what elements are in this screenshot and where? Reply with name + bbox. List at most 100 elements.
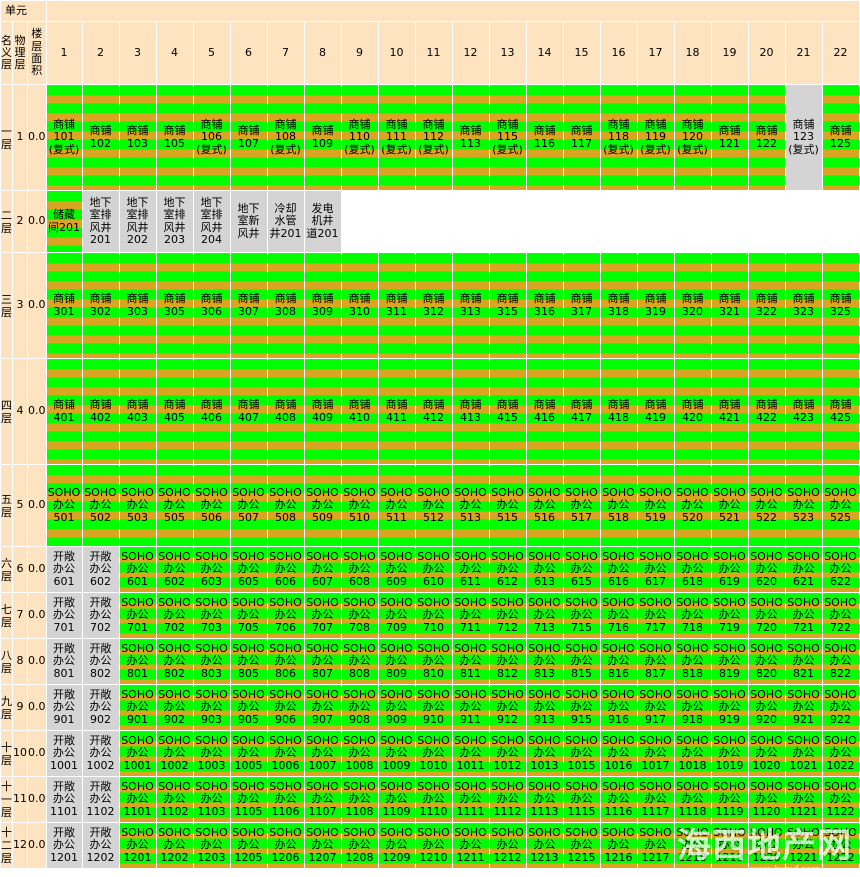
unit-cell[interactable]: 开敞 办公 702 [81,592,120,639]
unit-cell[interactable]: SOHO 办公 1017 [636,730,675,777]
unit-cell[interactable]: 商铺 107 [229,84,268,191]
unit-cell[interactable]: SOHO 办公 518 [599,464,638,547]
unit-cell[interactable]: 商铺 111 (复式) [377,84,416,191]
unit-cell[interactable]: 商铺 308 [266,252,305,359]
unit-cell[interactable]: 商铺 119 (复式) [636,84,675,191]
unit-cell[interactable]: SOHO 办公 1105 [229,776,268,823]
unit-cell[interactable]: SOHO 办公 1111 [451,776,490,823]
unit-cell[interactable]: SOHO 办公 810 [414,638,453,685]
unit-cell[interactable]: SOHO 办公 815 [562,638,601,685]
unit-cell[interactable]: SOHO 办公 819 [710,638,749,685]
unit-cell[interactable]: SOHO 办公 1108 [340,776,379,823]
unit-cell[interactable]: SOHO 办公 1113 [525,776,564,823]
unit-cell[interactable]: SOHO 办公 508 [266,464,305,547]
unit-cell[interactable]: 开敞 办公 701 [45,592,83,639]
unit-cell[interactable]: 商铺 320 [673,252,712,359]
unit-cell[interactable]: SOHO 办公 716 [599,592,638,639]
unit-cell[interactable]: SOHO 办公 911 [451,684,490,731]
unit-cell[interactable]: SOHO 办公 708 [340,592,379,639]
unit-cell[interactable]: SOHO 办公 701 [118,592,157,639]
unit-cell[interactable]: 商铺 317 [562,252,601,359]
unit-cell[interactable]: 商铺 303 [118,252,157,359]
unit-cell[interactable]: 商铺 123 (复式) [784,84,823,191]
unit-cell[interactable]: SOHO 办公 503 [118,464,157,547]
unit-cell[interactable]: 商铺 106 (复式) [192,84,231,191]
unit-cell[interactable]: 商铺 416 [525,358,564,465]
unit-cell[interactable]: SOHO 办公 1001 [118,730,157,777]
unit-cell[interactable]: SOHO 办公 517 [562,464,601,547]
unit-cell[interactable]: SOHO 办公 805 [229,638,268,685]
unit-cell[interactable]: SOHO 办公 901 [118,684,157,731]
unit-cell[interactable]: SOHO 办公 601 [118,546,157,593]
unit-cell[interactable]: SOHO 办公 512 [414,464,453,547]
unit-cell[interactable]: SOHO 办公 1209 [377,822,416,869]
unit-cell[interactable]: SOHO 办公 1221 [784,822,823,869]
unit-cell[interactable]: SOHO 办公 811 [451,638,490,685]
unit-cell[interactable]: SOHO 办公 1122 [821,776,860,823]
unit-cell[interactable]: SOHO 办公 1002 [155,730,194,777]
unit-cell[interactable]: 开敞 办公 602 [81,546,120,593]
unit-cell[interactable]: SOHO 办公 1011 [451,730,490,777]
unit-cell[interactable]: SOHO 办公 802 [155,638,194,685]
unit-cell[interactable]: 开敞 办公 801 [45,638,83,685]
unit-cell[interactable]: SOHO 办公 1009 [377,730,416,777]
unit-cell[interactable]: SOHO 办公 1022 [821,730,860,777]
unit-cell[interactable]: SOHO 办公 1021 [784,730,823,777]
unit-cell[interactable]: SOHO 办公 1018 [673,730,712,777]
unit-cell[interactable]: SOHO 办公 511 [377,464,416,547]
unit-cell[interactable]: 商铺 118 (复式) [599,84,638,191]
unit-cell[interactable]: SOHO 办公 525 [821,464,860,547]
unit-cell[interactable]: SOHO 办公 721 [784,592,823,639]
unit-cell[interactable]: 商铺 325 [821,252,860,359]
unit-cell[interactable]: 商铺 410 [340,358,379,465]
unit-cell[interactable]: 商铺 302 [81,252,120,359]
unit-cell[interactable]: 开敞 办公 1201 [45,822,83,869]
unit-cell[interactable]: SOHO 办公 920 [747,684,786,731]
unit-cell[interactable]: SOHO 办公 709 [377,592,416,639]
unit-cell[interactable]: SOHO 办公 1202 [155,822,194,869]
unit-cell[interactable]: 商铺 309 [303,252,342,359]
unit-cell[interactable]: SOHO 办公 1211 [451,822,490,869]
unit-cell[interactable]: SOHO 办公 618 [673,546,712,593]
unit-cell[interactable]: 发电 机井 道201 [303,190,342,253]
unit-cell[interactable]: 商铺 403 [118,358,157,465]
unit-cell[interactable]: 商铺 310 [340,252,379,359]
unit-cell[interactable]: 商铺 116 [525,84,564,191]
unit-cell[interactable]: SOHO 办公 912 [488,684,527,731]
unit-cell[interactable]: SOHO 办公 509 [303,464,342,547]
unit-cell[interactable]: 冷却 水管 井201 [266,190,305,253]
unit-cell[interactable]: SOHO 办公 505 [155,464,194,547]
unit-cell[interactable]: 商铺 421 [710,358,749,465]
unit-cell[interactable]: SOHO 办公 921 [784,684,823,731]
unit-cell[interactable]: 商铺 413 [451,358,490,465]
unit-cell[interactable]: SOHO 办公 807 [303,638,342,685]
unit-cell[interactable]: 商铺 113 [451,84,490,191]
unit-cell[interactable]: SOHO 办公 715 [562,592,601,639]
unit-cell[interactable]: SOHO 办公 1003 [192,730,231,777]
unit-cell[interactable]: 商铺 318 [599,252,638,359]
unit-cell[interactable]: 开敞 办公 1101 [45,776,83,823]
unit-cell[interactable]: 商铺 412 [414,358,453,465]
unit-cell[interactable]: SOHO 办公 1206 [266,822,305,869]
unit-cell[interactable]: SOHO 办公 902 [155,684,194,731]
unit-cell[interactable]: SOHO 办公 1020 [747,730,786,777]
unit-cell[interactable]: 商铺 405 [155,358,194,465]
unit-cell[interactable]: SOHO 办公 1210 [414,822,453,869]
unit-cell[interactable]: 地下 室排 风井 203 [155,190,194,253]
unit-cell[interactable]: 商铺 409 [303,358,342,465]
unit-cell[interactable]: SOHO 办公 1120 [747,776,786,823]
unit-cell[interactable]: SOHO 办公 1222 [821,822,860,869]
unit-cell[interactable]: SOHO 办公 1101 [118,776,157,823]
unit-cell[interactable]: 商铺 307 [229,252,268,359]
unit-cell[interactable]: 商铺 109 [303,84,342,191]
unit-cell[interactable]: 商铺 112 (复式) [414,84,453,191]
unit-cell[interactable]: SOHO 办公 1115 [562,776,601,823]
unit-cell[interactable]: SOHO 办公 1019 [710,730,749,777]
unit-cell[interactable]: SOHO 办公 909 [377,684,416,731]
unit-cell[interactable]: SOHO 办公 609 [377,546,416,593]
unit-cell[interactable]: 商铺 423 [784,358,823,465]
unit-cell[interactable]: SOHO 办公 1218 [673,822,712,869]
unit-cell[interactable]: 地下 室新 风井 [229,190,268,253]
unit-cell[interactable]: SOHO 办公 910 [414,684,453,731]
unit-cell[interactable]: 商铺 301 [45,252,83,359]
